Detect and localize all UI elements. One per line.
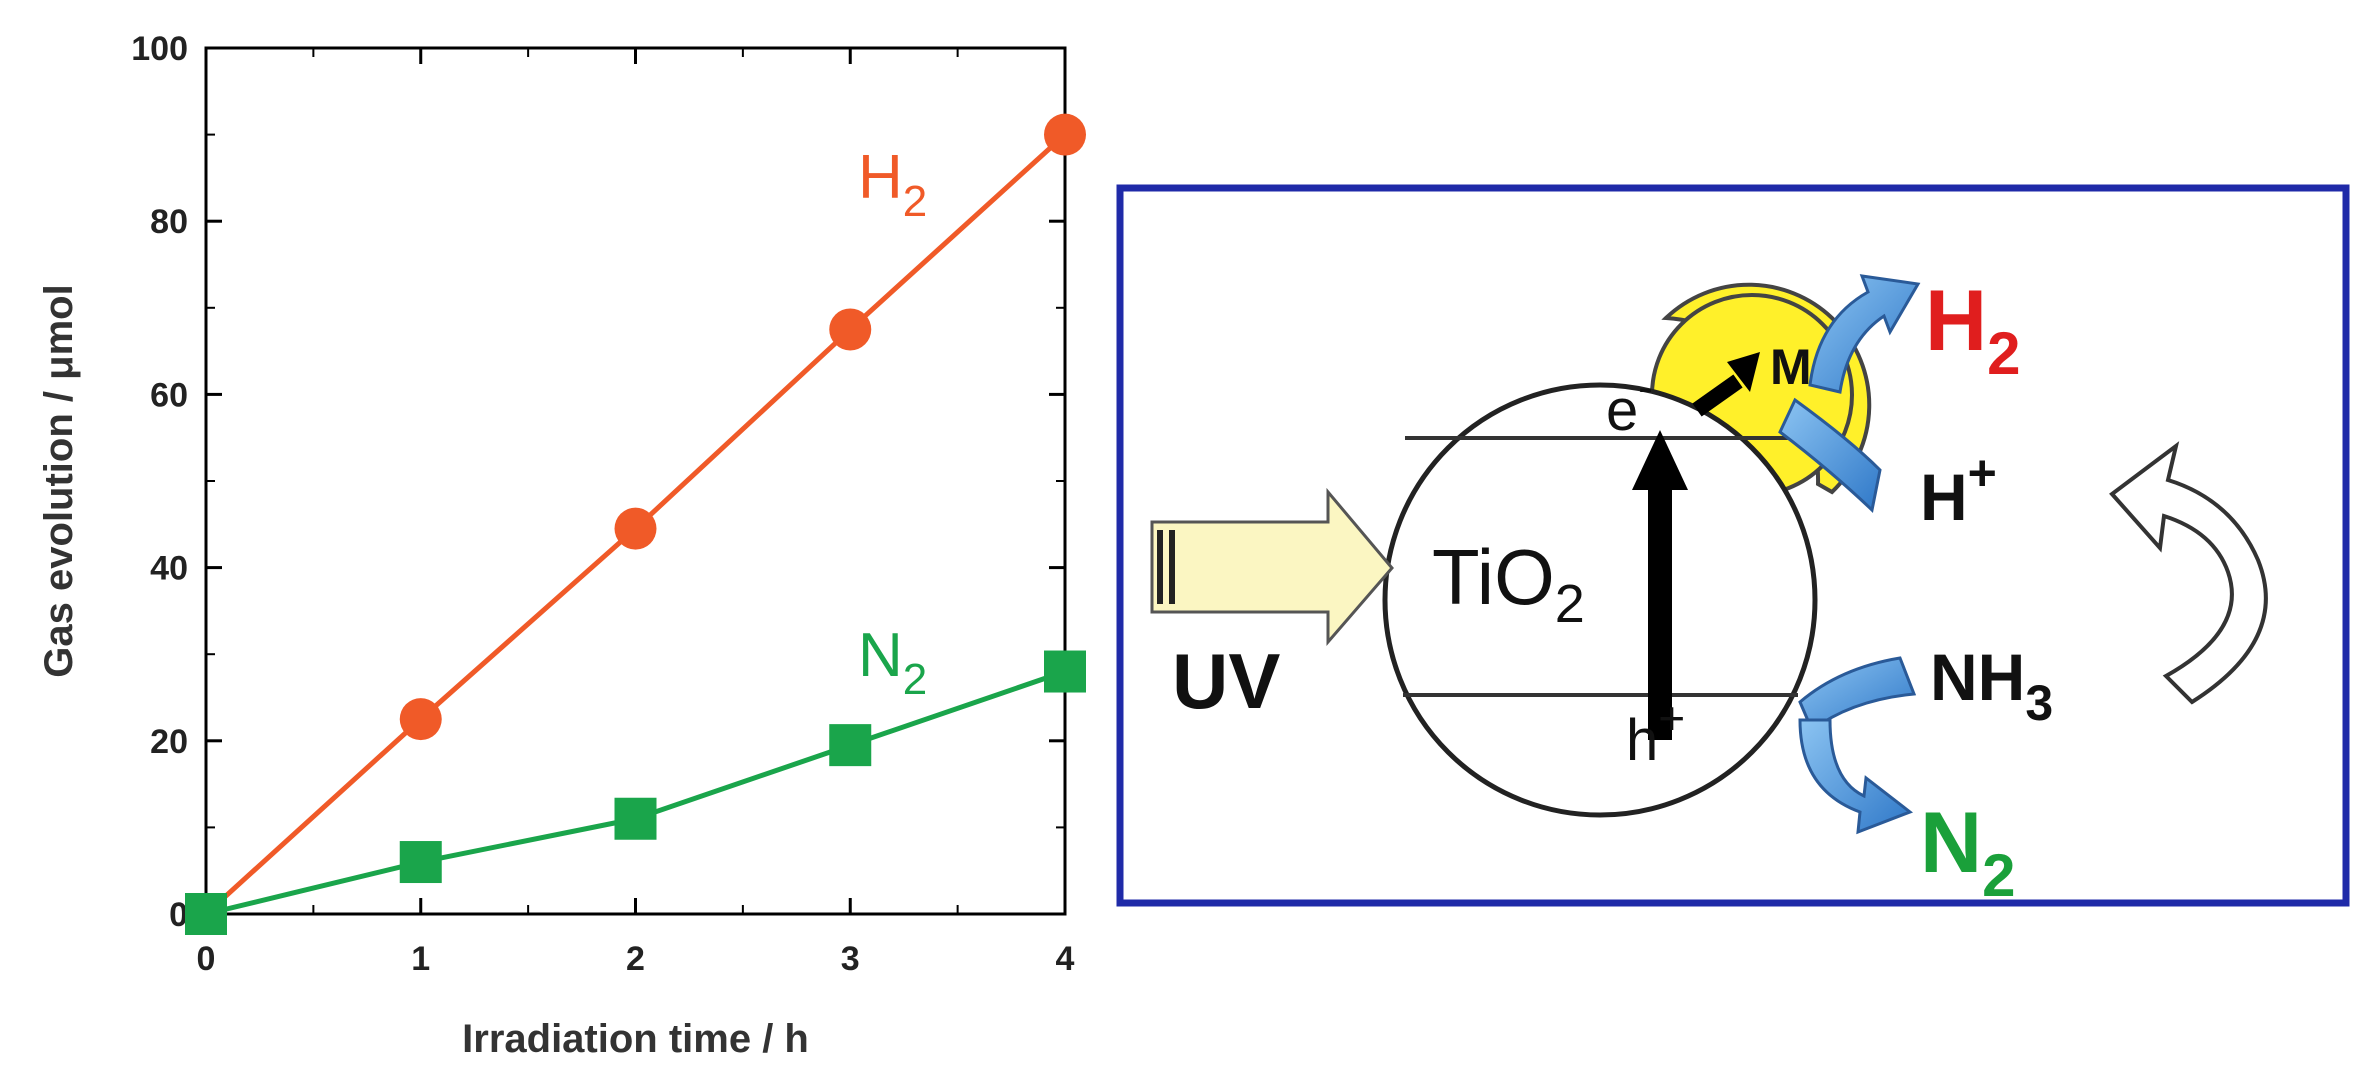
cocatalyst-label: M [1770,339,1812,395]
n2-evolution-arrow-lower [1798,718,1914,835]
y-tick-label: 40 [150,550,188,588]
data-point-N2 [1044,650,1086,693]
data-point-H2 [614,507,657,550]
uv-label: UV [1172,637,1280,725]
x-tick-label: 4 [1056,940,1075,978]
series-label-H2: H2 [858,143,927,226]
y-tick-label: 20 [150,723,188,761]
n2-product-label: N2 [1920,795,2015,909]
y-tick-label: 80 [150,203,188,241]
uv-arrow [1150,487,1394,647]
y-axis-label: Gas evolution / μmol [37,284,81,677]
data-point-N2 [829,724,872,767]
series-label-main: H [858,143,903,212]
electron-transfer-arrow-head [1727,352,1760,392]
electron-label: e- [1606,363,1653,443]
h2-evolution-arrow-upper [1808,274,1921,394]
series-label-sub: 2 [903,655,927,704]
y-tick-label: 0 [169,896,188,934]
series-label-main: N [858,621,903,690]
x-axis-label: Irradiation time / h [462,1017,809,1061]
tio2-particle [1382,382,1818,818]
y-tick-label: 100 [131,30,188,68]
data-point-N2 [399,841,442,884]
x-tick-label: 0 [197,940,216,978]
electron-transfer-arrow-shaft [1692,374,1743,417]
tio2-label: TiO2 [1432,533,1585,634]
series-label-sub: 2 [903,177,927,226]
excitation-arrow-head [1632,430,1688,490]
h2-product-label: H2 [1925,273,2020,387]
x-tick-label: 3 [841,940,860,978]
y-tick-label: 60 [150,376,188,414]
series-label-N2: N2 [858,621,927,704]
data-point-N2 [185,893,227,935]
x-tick-label: 1 [411,940,430,978]
h2-evolution-arrow-lower [1778,397,1882,513]
recycle-arrow [2109,441,2268,705]
hole-label: h+ [1626,692,1685,773]
data-point-N2 [614,797,657,840]
x-tick-label: 2 [626,940,645,978]
hplus-label: H+ [1920,445,1997,534]
data-point-H2 [399,698,442,741]
nh3-label: NH3 [1930,640,2053,731]
data-point-H2 [829,308,872,351]
data-point-H2 [1044,113,1086,156]
